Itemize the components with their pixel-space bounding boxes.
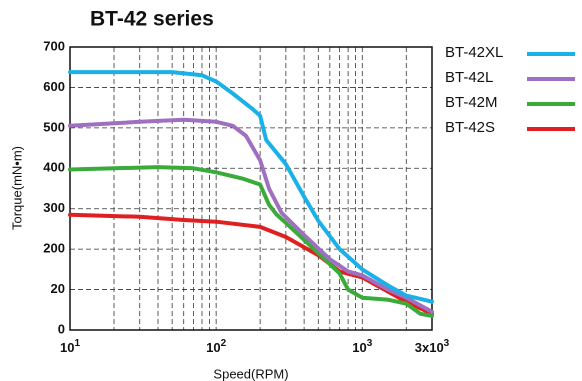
- x-tick-exponent: 3: [367, 338, 373, 349]
- legend-label: BT-42S: [445, 119, 495, 136]
- line-series: [68, 117, 434, 314]
- x-tick-base: 10: [352, 340, 366, 355]
- y-axis-label: Torque(mN•m): [9, 146, 24, 230]
- x-tick-label: 102: [206, 338, 226, 356]
- legend-label: BT-42M: [445, 94, 498, 111]
- y-tick-label: 500: [43, 119, 65, 134]
- y-tick-label: 0: [58, 321, 65, 336]
- x-tick-label: 103: [352, 338, 372, 356]
- chart-title: BT-42 series: [90, 8, 214, 31]
- x-tick-exponent: 1: [74, 338, 80, 349]
- line-series: [68, 165, 434, 318]
- y-tick-label: 300: [43, 200, 65, 215]
- y-tick-label: 400: [43, 160, 65, 175]
- plot-frame: [69, 46, 433, 331]
- y-tick-label: 200: [43, 241, 65, 256]
- legend-label: BT-42L: [445, 69, 493, 86]
- line-series: [68, 70, 434, 304]
- x-tick-base: 10: [60, 340, 74, 355]
- x-tick-base: 3x10: [415, 340, 444, 355]
- x-tick-label: 3x103: [415, 338, 450, 356]
- x-axis-label: Speed(RPM): [213, 366, 288, 381]
- y-tick-label: 20: [51, 281, 65, 296]
- legend-label: BT-42XL: [445, 44, 503, 61]
- x-tick-label: 101: [60, 338, 80, 356]
- y-tick-label: 600: [43, 79, 65, 94]
- line-series: [68, 212, 434, 316]
- x-tick-exponent: 2: [221, 338, 227, 349]
- x-tick-base: 10: [206, 340, 220, 355]
- y-tick-label: 700: [43, 38, 65, 53]
- x-tick-exponent: 3: [444, 338, 450, 349]
